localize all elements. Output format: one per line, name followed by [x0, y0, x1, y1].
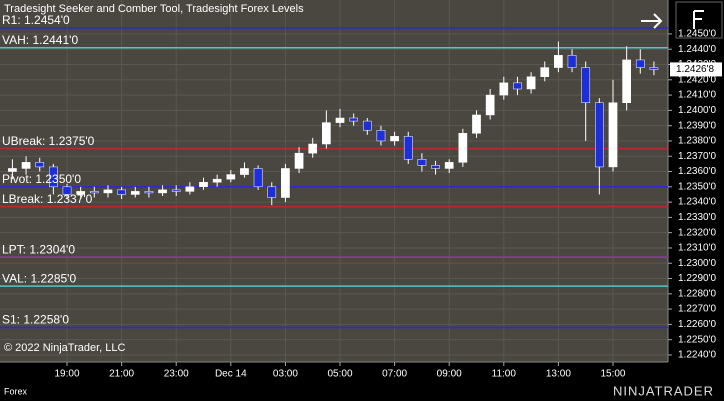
y-tick-label: 1.2290'0: [678, 273, 716, 284]
candle-body: [199, 181, 208, 188]
y-tick-label: 1.2260'0: [678, 319, 716, 330]
candle-body: [8, 168, 17, 172]
level-label: LPT: 1.2304'0: [2, 242, 75, 256]
candle-body: [171, 189, 181, 192]
y-tick-label: 1.2360'0: [678, 166, 716, 177]
y-tick-label: 1.2420'0: [678, 74, 716, 85]
y-tick-label: 1.2250'0: [678, 334, 716, 345]
x-tick-label: 05:00: [327, 369, 352, 380]
candle-body: [444, 162, 454, 169]
candle-body: [294, 152, 304, 169]
candle-body: [649, 67, 659, 70]
candle-body: [594, 102, 604, 168]
y-tick-label: 1.2400'0: [678, 105, 716, 116]
candle-body: [417, 159, 427, 166]
candle-body: [226, 174, 236, 180]
candle-body: [76, 191, 86, 195]
candle-body: [212, 178, 222, 183]
y-tick-label: 1.2390'0: [678, 120, 716, 131]
plot: [0, 0, 668, 362]
candle-body: [158, 189, 167, 194]
candle-body: [485, 94, 495, 116]
candle-body: [130, 191, 140, 195]
candle-body: [472, 114, 481, 134]
candle-body: [513, 82, 522, 90]
level-label: R1: 1.2454'0: [2, 13, 70, 27]
candle-body: [49, 166, 58, 188]
level-label: LBreak: 1.2337'0: [2, 192, 93, 206]
y-tick-label: 1.2350'0: [678, 181, 716, 192]
candle-body: [103, 189, 113, 194]
candle-body: [62, 186, 72, 195]
arrow-icon[interactable]: [641, 13, 663, 29]
x-tick-label: Dec 14: [215, 369, 247, 380]
candle-body: [117, 189, 126, 195]
candle-body: [540, 67, 550, 77]
candle-body: [376, 129, 386, 142]
candle-body: [308, 143, 318, 154]
f-icon: [693, 10, 704, 29]
x-tick-label: 07:00: [382, 369, 407, 380]
last-price-label: 1.2426'8: [676, 64, 714, 75]
y-tick-label: 1.2310'0: [678, 243, 716, 254]
y-tick-label: 1.2280'0: [678, 288, 716, 299]
level-label: VAH: 1.2441'0: [2, 33, 78, 47]
y-tick-label: 1.2410'0: [678, 90, 716, 101]
candle-body: [635, 59, 645, 68]
x-tick-label: 09:00: [437, 369, 462, 380]
candle-body: [185, 186, 195, 192]
candle-body: [144, 191, 154, 194]
candle-body: [499, 82, 509, 96]
plot-background: [0, 0, 668, 362]
x-tick-label: 23:00: [164, 369, 189, 380]
candle-body: [362, 120, 372, 131]
candle-body: [349, 117, 358, 122]
candle-body: [458, 133, 468, 163]
candle-body: [21, 162, 31, 169]
candle-body: [35, 162, 45, 168]
candle-body: [335, 117, 345, 123]
x-tick-label: 13:00: [546, 369, 571, 380]
x-tick-label: 21:00: [109, 369, 134, 380]
level-label: S1: 1.2258'0: [2, 313, 69, 327]
y-tick-label: 1.2450'0: [678, 29, 716, 40]
candle-body: [267, 186, 277, 198]
candle-body: [89, 191, 99, 194]
x-tick-label: 11:00: [492, 369, 517, 380]
candle-body: [608, 102, 618, 168]
candle-body: [403, 136, 413, 160]
y-tick-label: 1.2370'0: [678, 151, 716, 162]
y-tick-label: 1.2300'0: [678, 258, 716, 269]
instrument-tab: Forex: [4, 386, 28, 396]
level-label: UBreak: 1.2375'0: [2, 134, 95, 148]
y-tick-label: 1.2380'0: [678, 136, 716, 147]
candle-body: [622, 59, 631, 103]
level-label: VAL: 1.2285'0: [2, 271, 76, 285]
candle-body: [240, 168, 249, 175]
candle-body: [431, 165, 440, 169]
y-tick-label: 1.2340'0: [678, 197, 716, 208]
y-tick-label: 1.2240'0: [678, 350, 716, 361]
last-price-box: [670, 62, 722, 77]
x-tick-label: 15:00: [600, 369, 625, 380]
candle-body: [581, 67, 591, 103]
x-tick-label: 19:00: [55, 369, 80, 380]
y-tick-label: 1.2440'0: [678, 44, 716, 55]
candle-body: [567, 55, 577, 68]
chart-title: Tradesight Seeker and Comber Tool, Trade…: [4, 3, 304, 15]
y-tick-label: 1.2330'0: [678, 212, 716, 223]
level-label: Pivot: 1.2350'0: [2, 172, 81, 186]
candle-body: [281, 168, 290, 198]
candle-body: [554, 55, 563, 68]
brand-logo: NINJATRADER: [613, 383, 714, 398]
y-tick-label: 1.2320'0: [678, 227, 716, 238]
candle-body: [253, 168, 263, 188]
y-tick-label: 1.2270'0: [678, 304, 716, 315]
candle-body: [390, 136, 399, 142]
candle-body: [526, 76, 536, 90]
candle-body: [322, 122, 331, 145]
copyright: © 2022 NinjaTrader, LLC: [4, 342, 125, 354]
x-tick-label: 03:00: [273, 369, 298, 380]
